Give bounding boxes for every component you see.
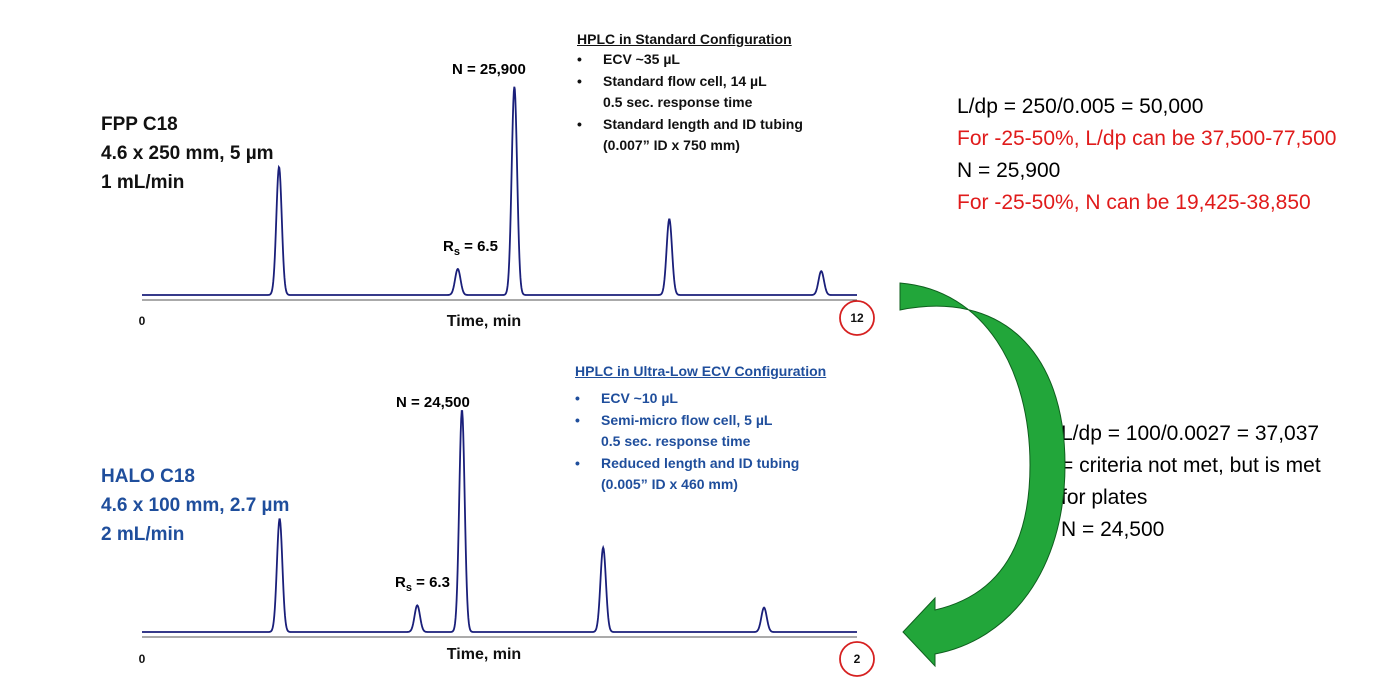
top-plates-annotation: N = 25,900	[452, 61, 526, 78]
top-column-dims: 4.6 x 250 mm, 5 µm	[101, 143, 274, 164]
right-bottom-line: = criteria not met, but is met	[1061, 454, 1321, 477]
bottom-x-axis-label: Time, min	[447, 646, 521, 663]
right-top-text: L/dp = 250/0.005 = 50,000 For -25-50%, L…	[957, 91, 1336, 219]
bottom-column-label: HALO C18 4.6 x 100 mm, 2.7 µm 2 mL/min	[101, 462, 289, 549]
top-column-name: FPP C18	[101, 114, 178, 135]
right-top-line: L/dp = 250/0.005 = 50,000	[957, 95, 1204, 118]
top-column-label: FPP C18 4.6 x 250 mm, 5 µm 1 mL/min	[101, 110, 274, 197]
bottom-x-tick-end: 2	[854, 652, 861, 666]
bottom-end-time-circle	[839, 641, 875, 677]
bottom-config-block: HPLC in Ultra-Low ECV Configuration • ECV…	[575, 363, 826, 496]
right-top-line: N = 25,900	[957, 159, 1061, 182]
bottom-x-tick-start: 0	[139, 652, 146, 666]
top-config-item: • Standard flow cell, 14 µL 0.5 sec. resp…	[577, 72, 767, 111]
bottom-config-list: • ECV ~10 µL • Semi-micro flow cell, 5 µL …	[575, 388, 826, 496]
top-column-flow: 1 mL/min	[101, 172, 185, 193]
right-top-line: For -25-50%, N can be 19,425-38,850	[957, 191, 1311, 214]
bottom-column-name: HALO C18	[101, 466, 195, 487]
top-x-tick-start: 0	[139, 314, 146, 328]
top-config-title: HPLC in Standard Configuration	[577, 31, 792, 47]
bottom-config-title: HPLC in Ultra-Low ECV Configuration	[575, 363, 827, 379]
right-bottom-text: L/dp = 100/0.0027 = 37,037 = criteria no…	[1061, 418, 1321, 546]
right-top-line: For -25-50%, L/dp can be 37,500-77,500	[957, 127, 1337, 150]
bottom-config-item: • ECV ~10 µL	[575, 390, 678, 406]
bottom-config-item: • Semi-micro flow cell, 5 µL 0.5 sec. res…	[575, 411, 773, 450]
curved-arrow-icon	[899, 282, 1066, 668]
top-end-time-circle	[839, 300, 875, 336]
right-bottom-line: N = 24,500	[1061, 518, 1165, 541]
top-x-axis-label: Time, min	[447, 313, 521, 330]
top-config-item: • ECV ~35 µL	[577, 51, 680, 67]
bottom-plates-annotation: N = 24,500	[396, 394, 470, 411]
bottom-resolution-annotation: Rs = 6.3	[395, 574, 450, 594]
right-bottom-line: L/dp = 100/0.0027 = 37,037	[1061, 422, 1320, 445]
right-bottom-line: for plates	[1061, 486, 1148, 509]
top-config-item: • Standard length and ID tubing (0.007” I…	[577, 115, 803, 154]
top-resolution-annotation: Rs = 6.5	[443, 238, 498, 258]
bottom-column-dims: 4.6 x 100 mm, 2.7 µm	[101, 495, 290, 516]
top-x-tick-end: 12	[850, 311, 864, 325]
top-config-block: HPLC in Standard Configuration • ECV ~35 …	[577, 31, 803, 157]
bottom-config-item: • Reduced length and ID tubing (0.005” ID…	[575, 454, 800, 493]
top-config-list: • ECV ~35 µL • Standard flow cell, 14 µL 0…	[577, 49, 803, 157]
bottom-column-flow: 2 mL/min	[101, 524, 185, 545]
